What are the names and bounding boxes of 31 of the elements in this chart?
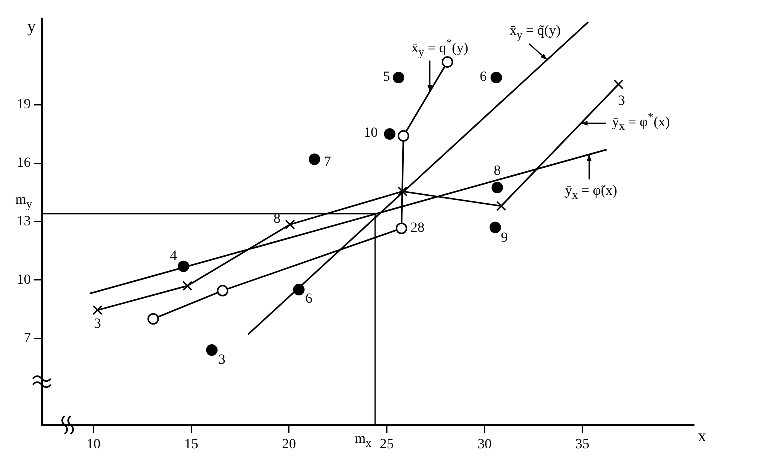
annotation: 5: [383, 70, 390, 86]
annotation: 10: [364, 126, 378, 142]
y-tick-label: 19: [17, 98, 31, 113]
x-tick-label: 10: [86, 437, 101, 452]
y-tick-label: 16: [17, 156, 31, 172]
annotation: 6: [480, 70, 488, 86]
annotation: 8: [494, 164, 502, 180]
annotation: 3: [94, 317, 102, 334]
y-tick-label: 7: [24, 331, 31, 346]
annotation: ȳ$_{x}$ = φ$^{*}$(x): [612, 110, 670, 133]
annotation: 3: [218, 353, 226, 370]
x-tick-label: 30: [478, 437, 492, 452]
annotation: x̄$_{y}$ = q$^{*}$(y): [412, 36, 469, 60]
x-tick-label: 20: [282, 437, 296, 452]
y-tick-label: 10: [17, 272, 31, 288]
annotation: x̄$_{y}$ = q̃(y): [510, 24, 561, 42]
annotation: ȳ$_{x}$ = φ̃(x): [565, 184, 618, 202]
ref-line-label: m$_{y}$: [16, 193, 32, 211]
y-tick-label: 13: [17, 214, 31, 230]
ref-line-label: m$_{x}$: [354, 432, 372, 450]
x-axis-title: x: [698, 426, 707, 446]
annotation: 9: [501, 230, 508, 247]
annotation: 28: [410, 220, 425, 237]
x-tick-label: 15: [184, 437, 199, 452]
x-tick-label: 25: [380, 437, 394, 452]
y-axis-title: y: [28, 16, 36, 36]
annotation: 3: [618, 94, 626, 110]
annotation: 6: [306, 292, 313, 308]
annotation: 7: [324, 154, 332, 171]
annotation: 4: [170, 248, 178, 265]
x-tick-label: 35: [576, 437, 590, 452]
